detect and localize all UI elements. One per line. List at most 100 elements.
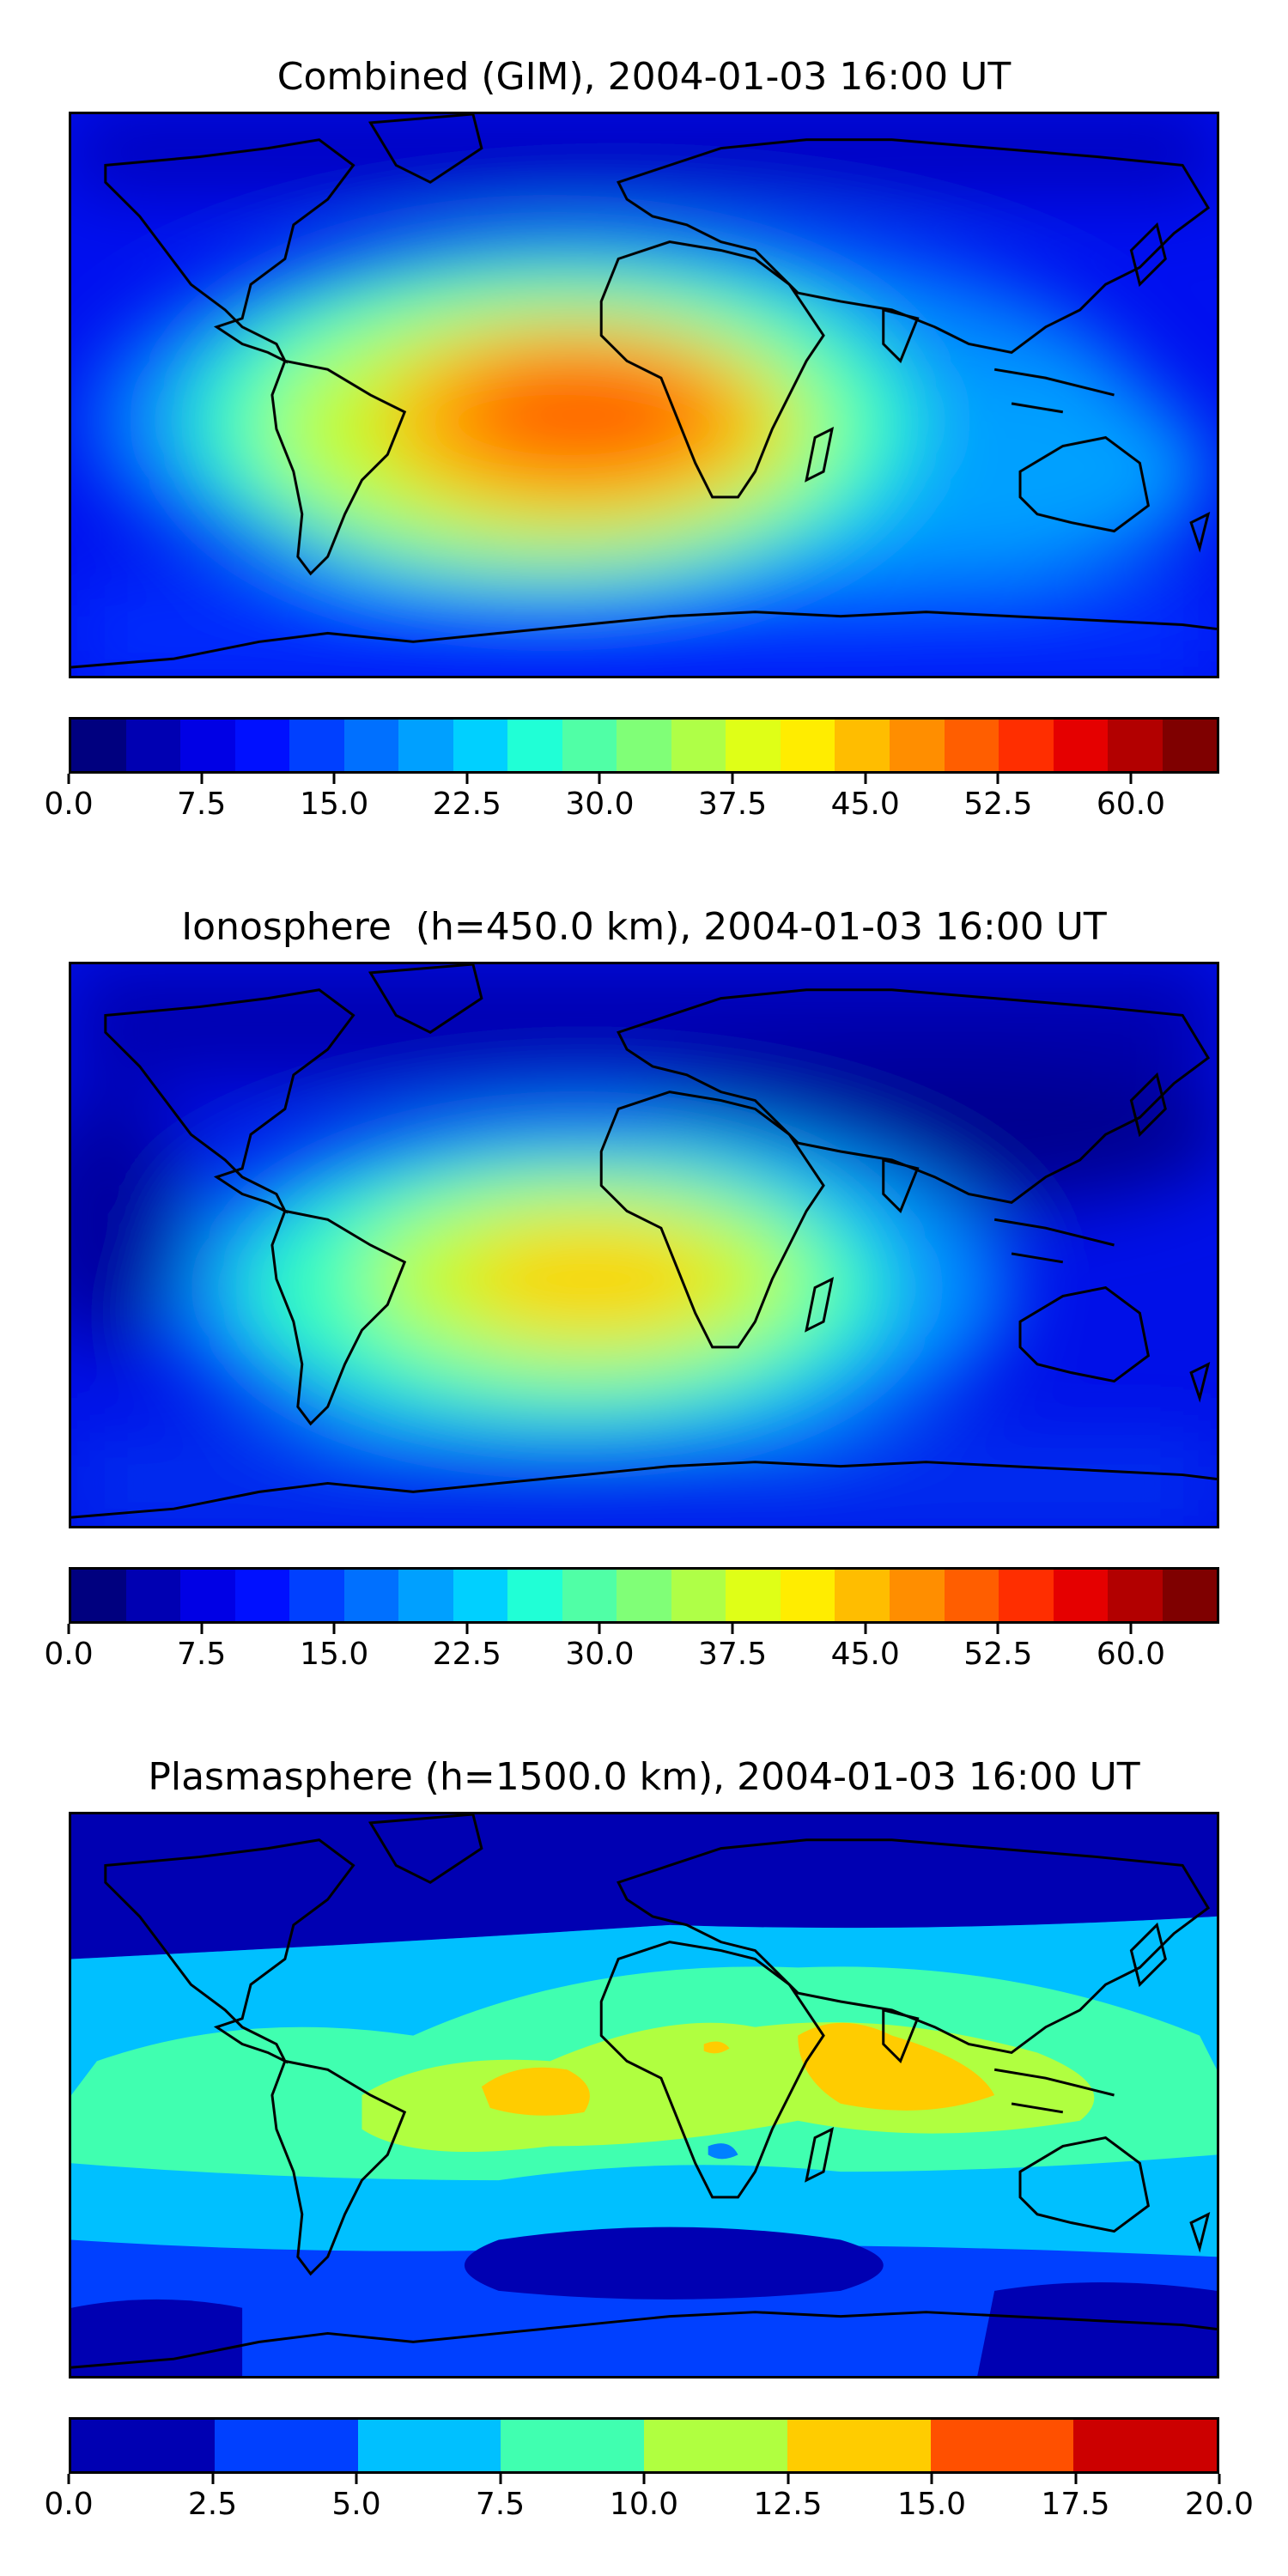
colorbar-tick-label: 7.5 <box>176 1637 227 1672</box>
colorbar-swatch <box>453 1570 508 1621</box>
colorbar-swatch <box>1053 720 1109 771</box>
colorbar-tick-mark <box>1218 2474 1221 2484</box>
colorbar-swatch <box>671 720 726 771</box>
combined-map <box>69 112 1219 678</box>
colorbar-swatch <box>617 720 671 771</box>
colorbar-tick-label: 22.5 <box>432 1637 501 1672</box>
colorbar-tick-mark <box>200 774 204 784</box>
combined-colorbar <box>69 717 1219 774</box>
colorbar-tick-mark <box>67 774 70 784</box>
colorbar-swatch <box>507 1570 562 1621</box>
colorbar-tick-label: 17.5 <box>1041 2487 1110 2522</box>
plasmasphere-colorbar <box>69 2417 1219 2474</box>
colorbar-swatch <box>71 720 126 771</box>
colorbar-swatch <box>999 720 1054 771</box>
colorbar-swatch <box>944 720 999 771</box>
colorbar-swatch <box>357 2420 501 2471</box>
colorbar-tick-label: 12.5 <box>753 2487 823 2522</box>
colorbar-swatch <box>1162 720 1217 771</box>
colorbar-tick-mark <box>499 2474 501 2484</box>
combined-map-title: Combined (GIM), 2004-01-03 16:00 UT <box>276 55 1012 99</box>
colorbar-tick-mark <box>67 2474 70 2484</box>
colorbar-swatch <box>726 1570 781 1621</box>
colorbar-swatch <box>644 2420 787 2471</box>
colorbar-swatch <box>501 2420 644 2471</box>
colorbar-swatch <box>289 720 344 771</box>
colorbar-tick-label: 0.0 <box>44 1637 94 1672</box>
colorbar-tick-mark <box>996 1624 999 1634</box>
colorbar-tick-mark <box>642 2474 646 2484</box>
colorbar-tick-mark <box>1129 1624 1133 1634</box>
colorbar-swatch <box>562 720 617 771</box>
colorbar-swatch <box>1073 2420 1217 2471</box>
colorbar-swatch <box>1053 1570 1109 1621</box>
plasmasphere-map <box>69 1812 1219 2379</box>
colorbar-swatch <box>180 1570 235 1621</box>
colorbar-tick-mark <box>465 1624 469 1634</box>
colorbar-swatch <box>889 1570 945 1621</box>
colorbar-tick-label: 5.0 <box>331 2487 381 2522</box>
colorbar-tick-mark <box>465 774 469 784</box>
colorbar-swatch <box>234 1570 290 1621</box>
colorbar-tick-mark <box>787 2474 789 2484</box>
colorbar-tick-mark <box>864 1624 867 1634</box>
colorbar-swatch <box>343 1570 399 1621</box>
colorbar-tick-label: 45.0 <box>830 787 900 822</box>
colorbar-tick-label: 37.5 <box>697 1637 768 1672</box>
coastlines <box>71 114 1217 669</box>
colorbar-swatch <box>726 720 781 771</box>
colorbar-swatch <box>617 1570 671 1621</box>
colorbar-swatch <box>562 1570 617 1621</box>
colorbar-swatch <box>780 720 835 771</box>
colorbar-swatch <box>125 1570 181 1621</box>
colorbar-swatch <box>780 1570 835 1621</box>
colorbar-tick-mark <box>211 2474 214 2484</box>
colorbar-tick-label: 2.5 <box>187 2487 238 2522</box>
colorbar-tick-mark <box>1074 2474 1077 2484</box>
colorbar-tick-label: 30.0 <box>565 1637 635 1672</box>
colorbar-tick-label: 20.0 <box>1184 2487 1255 2522</box>
colorbar-tick-label: 52.5 <box>963 1637 1033 1672</box>
plasmasphere-map-title: Plasmasphere (h=1500.0 km), 2004-01-03 1… <box>148 1755 1140 1799</box>
colorbar-swatch <box>180 720 235 771</box>
colorbar-tick-mark <box>930 2474 933 2484</box>
colorbar-tick-label: 60.0 <box>1096 1637 1165 1672</box>
colorbar-swatch <box>71 2420 215 2471</box>
colorbar-tick-mark <box>332 774 336 784</box>
colorbar-tick-label: 52.5 <box>963 787 1033 822</box>
colorbar-swatch <box>214 2420 358 2471</box>
colorbar-swatch <box>944 1570 999 1621</box>
colorbar-tick-mark <box>598 1624 601 1634</box>
colorbar-tick-label: 0.0 <box>44 2487 94 2522</box>
colorbar-tick-mark <box>864 774 867 784</box>
colorbar-swatch <box>930 2420 1074 2471</box>
colorbar-swatch <box>71 1570 126 1621</box>
colorbar-swatch <box>234 720 290 771</box>
colorbar-tick-mark <box>996 774 999 784</box>
colorbar-swatch <box>289 1570 344 1621</box>
colorbar-swatch <box>787 2420 931 2471</box>
colorbar-tick-label: 10.0 <box>609 2487 679 2522</box>
colorbar-tick-mark <box>731 774 734 784</box>
colorbar-tick-label: 15.0 <box>300 787 369 822</box>
colorbar-swatch <box>507 720 562 771</box>
colorbar-swatch <box>398 1570 453 1621</box>
colorbar-tick-label: 60.0 <box>1096 787 1165 822</box>
ionosphere-colorbar <box>69 1567 1219 1624</box>
colorbar-swatch <box>835 1570 890 1621</box>
colorbar-tick-mark <box>200 1624 204 1634</box>
colorbar-swatch <box>453 720 508 771</box>
ionosphere-map-title: Ionosphere (h=450.0 km), 2004-01-03 16:0… <box>181 905 1107 949</box>
colorbar-swatch <box>125 720 181 771</box>
colorbar-swatch <box>889 720 945 771</box>
colorbar-tick-label: 0.0 <box>44 787 94 822</box>
colorbar-tick-mark <box>598 774 601 784</box>
colorbar-tick-mark <box>67 1624 70 1634</box>
colorbar-swatch <box>835 720 890 771</box>
colorbar-tick-label: 37.5 <box>697 787 768 822</box>
colorbar-swatch <box>1162 1570 1217 1621</box>
colorbar-swatch <box>999 1570 1054 1621</box>
colorbar-swatch <box>1108 1570 1163 1621</box>
colorbar-tick-label: 15.0 <box>896 2487 967 2522</box>
colorbar-swatch <box>343 720 399 771</box>
